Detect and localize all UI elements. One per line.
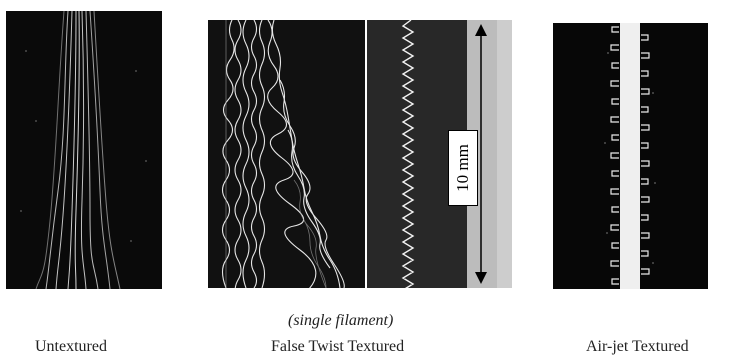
false-twist-yarn-image xyxy=(208,20,365,288)
untextured-yarn-image xyxy=(6,11,162,289)
scale-bar-label-box: 10 mm xyxy=(448,130,478,206)
scale-bar-label: 10 mm xyxy=(453,144,472,192)
untextured-caption: Untextured xyxy=(35,338,107,355)
air-jet-caption: Air-jet Textured xyxy=(586,338,689,355)
false-twist-caption: False Twist Textured xyxy=(271,338,405,355)
single-filament-caption: (single filament) xyxy=(288,312,394,329)
air-jet-yarn-image xyxy=(553,23,708,289)
